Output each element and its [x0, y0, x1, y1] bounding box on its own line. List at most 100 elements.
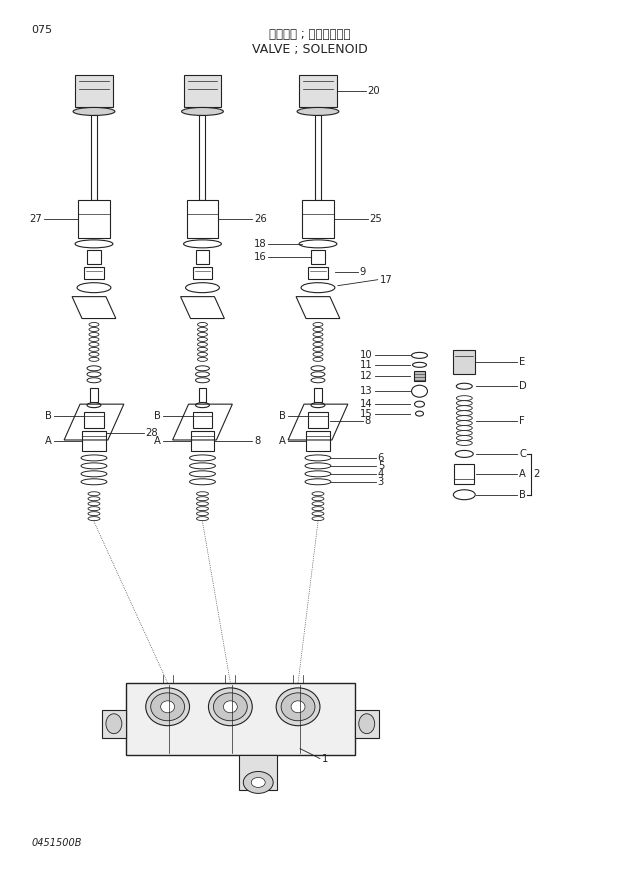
Text: A: A	[45, 436, 52, 446]
Ellipse shape	[106, 714, 122, 733]
Ellipse shape	[313, 347, 323, 352]
Text: 25: 25	[370, 214, 383, 224]
Bar	[75, 74, 113, 107]
Ellipse shape	[297, 107, 339, 115]
Bar	[82, 431, 106, 451]
Text: 0451500B: 0451500B	[31, 838, 82, 849]
Text: B: B	[279, 411, 286, 421]
Text: バルブ・ ; ソレノイド・: バルブ・ ; ソレノイド・	[269, 28, 351, 41]
Text: 3: 3	[378, 477, 384, 487]
Ellipse shape	[415, 411, 423, 416]
Text: 11: 11	[360, 360, 373, 370]
Bar	[314, 388, 322, 402]
Bar	[90, 388, 98, 402]
Ellipse shape	[73, 107, 115, 115]
Text: 20: 20	[368, 86, 380, 95]
Bar	[453, 350, 476, 375]
Ellipse shape	[198, 347, 208, 352]
Ellipse shape	[301, 283, 335, 292]
Ellipse shape	[412, 353, 427, 358]
Ellipse shape	[197, 502, 208, 505]
Ellipse shape	[75, 240, 113, 248]
Ellipse shape	[87, 402, 101, 408]
Ellipse shape	[81, 455, 107, 461]
Ellipse shape	[198, 338, 208, 341]
Text: 15: 15	[360, 409, 373, 418]
Ellipse shape	[208, 688, 252, 725]
Text: 5: 5	[378, 461, 384, 471]
Ellipse shape	[89, 333, 99, 336]
Ellipse shape	[313, 322, 323, 327]
Ellipse shape	[313, 327, 323, 332]
Ellipse shape	[456, 436, 472, 441]
Ellipse shape	[77, 283, 111, 292]
Ellipse shape	[359, 714, 374, 733]
Bar	[315, 115, 321, 200]
Ellipse shape	[456, 410, 472, 416]
Ellipse shape	[456, 425, 472, 430]
Ellipse shape	[312, 497, 324, 501]
Ellipse shape	[198, 333, 208, 336]
Ellipse shape	[81, 471, 107, 477]
Text: 9: 9	[360, 267, 366, 277]
Ellipse shape	[312, 491, 324, 496]
Ellipse shape	[456, 421, 472, 425]
Ellipse shape	[281, 693, 315, 721]
Bar	[187, 200, 218, 238]
Ellipse shape	[88, 512, 100, 516]
Ellipse shape	[456, 441, 472, 445]
Text: 13: 13	[360, 386, 373, 396]
Ellipse shape	[305, 471, 331, 477]
Ellipse shape	[456, 383, 472, 389]
Bar	[87, 250, 101, 264]
Ellipse shape	[412, 385, 427, 397]
Bar	[84, 412, 104, 428]
Ellipse shape	[197, 497, 208, 501]
Ellipse shape	[87, 372, 101, 377]
Bar	[302, 200, 334, 238]
Bar	[454, 464, 474, 484]
Ellipse shape	[89, 347, 99, 352]
Text: 16: 16	[254, 251, 266, 262]
Bar	[308, 412, 328, 428]
Ellipse shape	[311, 402, 325, 408]
Text: B: B	[154, 411, 161, 421]
Ellipse shape	[197, 506, 208, 511]
Ellipse shape	[223, 701, 237, 712]
Ellipse shape	[276, 688, 320, 725]
Text: 12: 12	[360, 371, 373, 382]
Ellipse shape	[243, 772, 273, 794]
Ellipse shape	[88, 502, 100, 505]
Ellipse shape	[88, 517, 100, 520]
Text: 6: 6	[378, 453, 384, 463]
Ellipse shape	[182, 107, 223, 115]
Text: C: C	[519, 449, 526, 459]
Bar	[306, 431, 330, 451]
Ellipse shape	[146, 688, 190, 725]
Text: A: A	[519, 469, 526, 478]
Text: VALVE ; SOLENOID: VALVE ; SOLENOID	[252, 44, 368, 56]
Bar	[311, 250, 325, 264]
Ellipse shape	[89, 338, 99, 341]
Ellipse shape	[455, 450, 473, 457]
Ellipse shape	[81, 463, 107, 469]
Text: F: F	[519, 416, 525, 426]
Ellipse shape	[197, 491, 208, 496]
Ellipse shape	[311, 366, 325, 371]
Ellipse shape	[87, 378, 101, 382]
Ellipse shape	[197, 517, 208, 520]
Ellipse shape	[88, 491, 100, 496]
Ellipse shape	[161, 701, 175, 712]
Text: 14: 14	[360, 399, 373, 409]
Text: 4: 4	[378, 469, 384, 478]
Text: A: A	[154, 436, 161, 446]
Ellipse shape	[195, 402, 210, 408]
Text: D: D	[519, 382, 527, 391]
Ellipse shape	[456, 406, 472, 410]
Ellipse shape	[89, 353, 99, 356]
Bar	[193, 412, 213, 428]
Ellipse shape	[305, 478, 331, 485]
Ellipse shape	[198, 322, 208, 327]
Bar	[78, 200, 110, 238]
Ellipse shape	[89, 357, 99, 361]
